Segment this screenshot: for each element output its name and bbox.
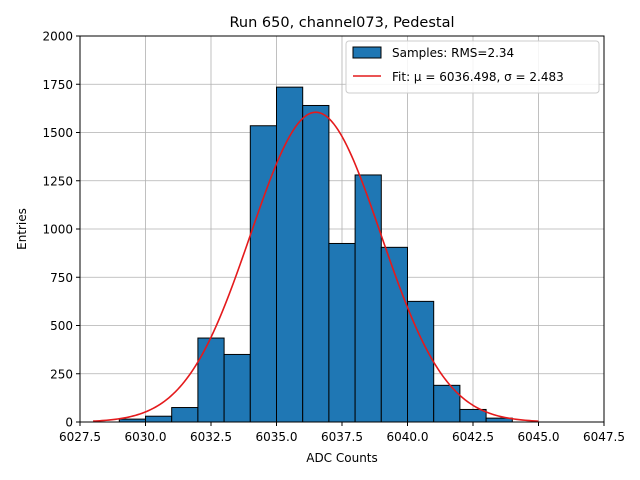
histogram-bar <box>145 415 173 423</box>
histogram-bar <box>459 408 487 423</box>
x-tick-label: 6030.0 <box>125 430 167 444</box>
gaussian-fit-curve <box>93 111 539 422</box>
y-axis-label: Entries <box>15 208 29 250</box>
y-tick-label: 2000 <box>42 30 73 44</box>
x-tick-label: 6035.0 <box>256 430 298 444</box>
legend-samples-label: Samples: RMS=2.34 <box>392 46 514 60</box>
histogram-bar <box>354 174 382 423</box>
x-tick-label: 6040.0 <box>387 430 429 444</box>
y-tick-label: 1750 <box>42 78 73 92</box>
y-tick-label: 750 <box>50 271 73 285</box>
legend-frame <box>345 40 600 94</box>
y-tick-label: 250 <box>50 367 73 381</box>
histogram-bar <box>171 407 199 423</box>
x-axis-label: ADC Counts <box>306 451 378 465</box>
x-tick-label: 6032.5 <box>190 430 232 444</box>
x-tick-label: 6042.5 <box>452 430 494 444</box>
histogram-bar <box>249 125 278 423</box>
y-tick-label: 1000 <box>42 223 73 237</box>
y-tick-label: 1500 <box>42 126 73 140</box>
y-tick-label: 1250 <box>42 174 73 188</box>
histogram-bar <box>223 353 251 423</box>
legend-fit-label: Fit: μ = 6036.498, σ = 2.483 <box>392 70 564 84</box>
histogram-bar <box>197 337 225 423</box>
y-tick-label: 0 <box>65 416 73 430</box>
histogram-bar <box>276 86 304 423</box>
chart-title: Run 650, channel073, Pedestal <box>229 15 454 31</box>
legend: Samples: RMS=2.34 Fit: μ = 6036.498, σ =… <box>345 40 600 94</box>
x-tick-label: 6047.5 <box>583 430 625 444</box>
y-tick-label: 500 <box>50 319 73 333</box>
histogram-bar <box>328 242 356 423</box>
x-tick-label: 6045.0 <box>518 430 560 444</box>
histogram-bar <box>407 300 435 423</box>
x-tick-label: 6027.5 <box>59 430 101 444</box>
x-tick-label: 6037.5 <box>321 430 363 444</box>
histogram-bar <box>302 104 330 423</box>
legend-samples-swatch <box>352 46 382 59</box>
